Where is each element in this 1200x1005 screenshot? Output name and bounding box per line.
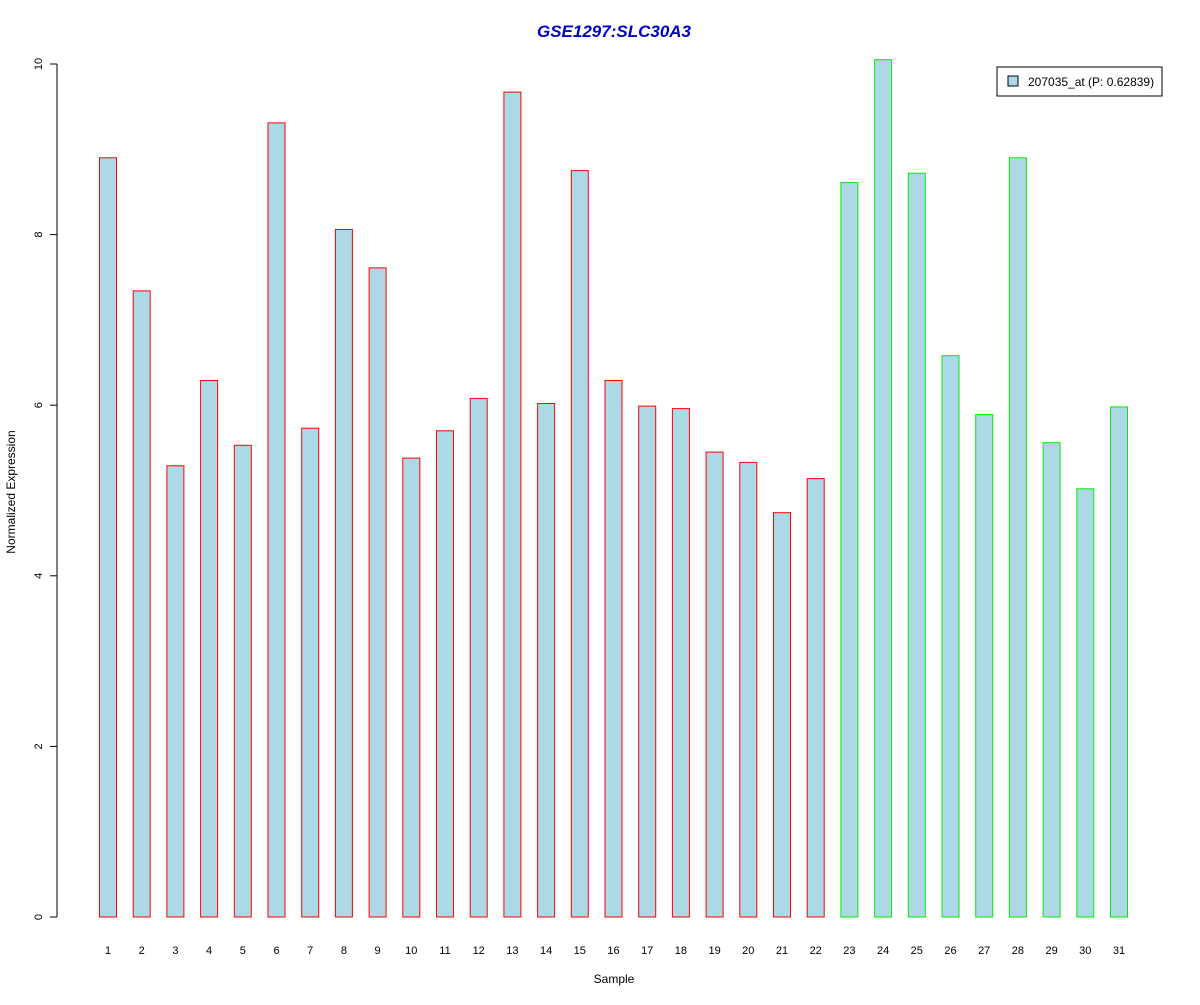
x-tick-labels: 1 2 3 4 5 6 7 8 9 10 11 12 13 14 15 16 17 18 19 20 21 22 23 24 2… bbox=[105, 945, 1125, 957]
y-axis: 0 2 4 6 8 10 bbox=[33, 58, 58, 920]
bar-sample-28 bbox=[1008, 157, 1027, 918]
bars-group bbox=[99, 59, 1128, 918]
x-tick-label: 4 bbox=[206, 945, 212, 957]
x-tick-label: 12 bbox=[473, 945, 485, 957]
x-tick-label: 9 bbox=[375, 945, 381, 957]
x-tick-label: 11 bbox=[439, 945, 450, 957]
y-tick-label: 2 bbox=[33, 743, 45, 749]
x-tick-label: 15 bbox=[574, 945, 586, 957]
bar-sample-7 bbox=[301, 427, 320, 918]
x-tick-label: 25 bbox=[911, 945, 923, 957]
y-tick-label: 8 bbox=[33, 232, 45, 238]
bar-sample-21 bbox=[773, 512, 791, 918]
bar-sample-5 bbox=[233, 444, 252, 918]
x-tick-label: 5 bbox=[240, 945, 246, 957]
bar-sample-24 bbox=[874, 59, 893, 918]
x-tick-label: 17 bbox=[641, 945, 653, 957]
y-tick-label: 0 bbox=[33, 914, 45, 920]
y-tick-label: 4 bbox=[33, 573, 45, 579]
bar-sample-8 bbox=[334, 229, 353, 918]
legend-box bbox=[996, 66, 1163, 97]
x-tick-label: 6 bbox=[273, 945, 279, 957]
x-tick-label: 16 bbox=[607, 945, 619, 957]
x-tick-label: 31 bbox=[1113, 945, 1125, 957]
chart-title: GSE1297:SLC30A3 bbox=[537, 22, 692, 41]
bar-sample-23 bbox=[840, 182, 859, 918]
legend-swatch bbox=[1007, 75, 1019, 87]
x-tick-label: 29 bbox=[1045, 945, 1057, 957]
bar-sample-18 bbox=[671, 408, 690, 918]
bar-sample-13 bbox=[503, 91, 522, 918]
x-tick-label: 2 bbox=[139, 945, 145, 957]
x-tick-label: 26 bbox=[944, 945, 956, 957]
x-tick-label: 7 bbox=[307, 945, 313, 957]
y-tick-label: 10 bbox=[33, 58, 45, 70]
bar-sample-20 bbox=[739, 461, 758, 918]
bar-sample-25 bbox=[907, 172, 926, 918]
bar-sample-11 bbox=[436, 430, 454, 918]
x-tick-label: 1 bbox=[105, 945, 111, 957]
x-tick-label: 19 bbox=[708, 945, 720, 957]
x-tick-label: 14 bbox=[540, 945, 552, 957]
x-tick-label: 23 bbox=[843, 945, 855, 957]
legend: 207035_at (P: 0.62839) bbox=[996, 66, 1163, 97]
bar-sample-16 bbox=[604, 380, 623, 918]
x-tick-label: 30 bbox=[1079, 945, 1091, 957]
bar-sample-14 bbox=[537, 403, 556, 918]
bar-sample-12 bbox=[469, 397, 488, 918]
x-tick-label: 20 bbox=[742, 945, 754, 957]
bar-sample-9 bbox=[368, 267, 387, 918]
bar-sample-22 bbox=[806, 478, 825, 918]
x-tick-label: 18 bbox=[675, 945, 687, 957]
legend-label: 207035_at (P: 0.62839) bbox=[1028, 75, 1154, 89]
bar-sample-31 bbox=[1110, 406, 1128, 918]
x-tick-label: 21 bbox=[776, 945, 788, 957]
x-axis-title: Sample bbox=[594, 972, 635, 986]
x-tick-label: 10 bbox=[405, 945, 417, 957]
bar-sample-4 bbox=[200, 380, 219, 918]
bar-sample-19 bbox=[705, 451, 724, 918]
x-tick-label: 24 bbox=[877, 945, 889, 957]
bar-sample-27 bbox=[975, 414, 994, 918]
bar-sample-3 bbox=[166, 465, 185, 918]
bar-sample-17 bbox=[638, 405, 657, 918]
bar-sample-15 bbox=[570, 170, 589, 918]
x-tick-label: 27 bbox=[978, 945, 990, 957]
bar-sample-1 bbox=[99, 157, 117, 918]
bar-sample-10 bbox=[402, 457, 421, 918]
x-tick-label: 8 bbox=[341, 945, 347, 957]
x-tick-label: 13 bbox=[506, 945, 518, 957]
bar-sample-2 bbox=[132, 290, 151, 918]
bar-sample-26 bbox=[941, 355, 960, 918]
bar-sample-6 bbox=[267, 122, 286, 918]
bar-sample-29 bbox=[1042, 442, 1061, 918]
y-axis-title: Normalized Expression bbox=[4, 430, 18, 553]
x-tick-label: 3 bbox=[172, 945, 178, 957]
y-tick-label: 6 bbox=[33, 402, 45, 408]
x-tick-label: 28 bbox=[1012, 945, 1024, 957]
bar-sample-30 bbox=[1076, 488, 1095, 918]
x-tick-label: 22 bbox=[810, 945, 822, 957]
